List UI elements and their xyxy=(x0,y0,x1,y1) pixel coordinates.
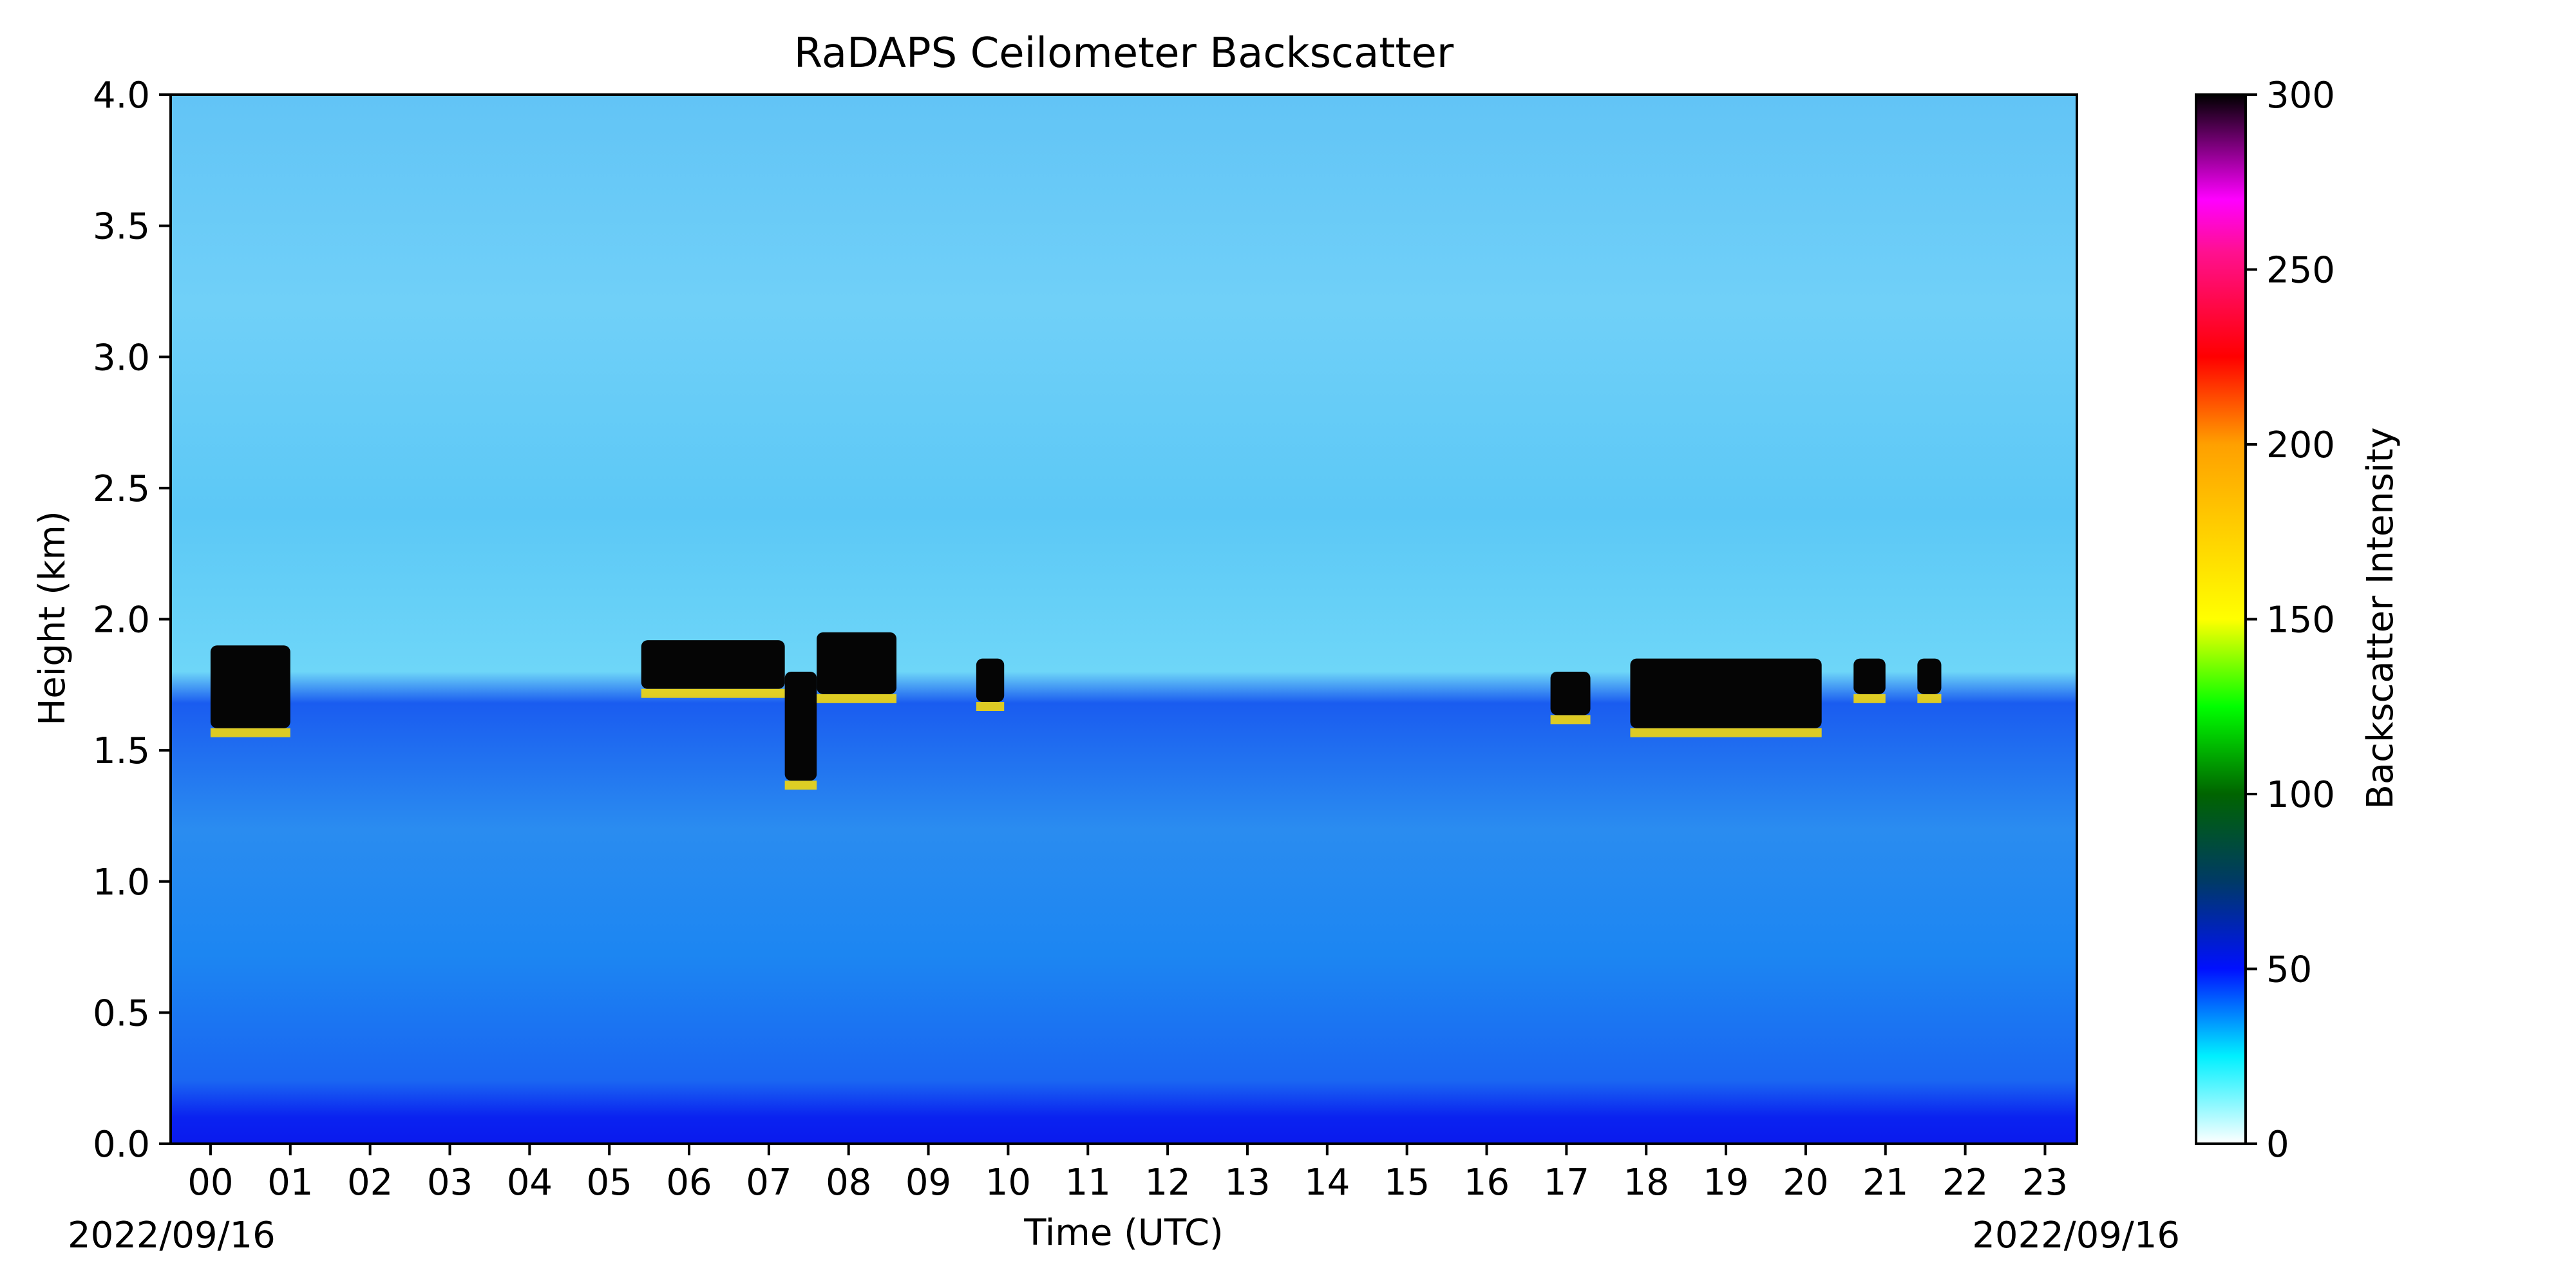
y-tick-label: 3.5 xyxy=(93,206,150,248)
cloud-feature-edge xyxy=(1550,715,1591,724)
cloud-feature-edge xyxy=(1630,728,1822,737)
cloud-feature-edge xyxy=(210,728,290,737)
cloud-feature xyxy=(784,671,817,781)
x-tick-label: 19 xyxy=(1703,1162,1748,1204)
cloud-feature xyxy=(1917,658,1942,694)
colorbar-ticks: 0 50 100 150 200 250 300 xyxy=(2246,75,2335,1166)
cloud-feature xyxy=(210,645,290,728)
y-axis-label: Height (km) xyxy=(32,511,73,726)
x-tick-label: 18 xyxy=(1624,1162,1669,1204)
x-tick-label: 01 xyxy=(267,1162,313,1204)
colorbar-tick-label: 150 xyxy=(2266,600,2335,641)
x-tick-label: 04 xyxy=(507,1162,553,1204)
x-tick-label: 00 xyxy=(187,1162,233,1204)
x-tick-label: 03 xyxy=(427,1162,473,1204)
x-tick-label: 09 xyxy=(905,1162,951,1204)
x-tick-label: 22 xyxy=(1942,1162,1988,1204)
colorbar-tick-label: 100 xyxy=(2266,774,2335,816)
heatmap-features xyxy=(210,632,1942,790)
x-tick-label: 17 xyxy=(1544,1162,1589,1204)
x-tick-label: 07 xyxy=(746,1162,791,1204)
colorbar-tick-label: 300 xyxy=(2266,75,2335,117)
cloud-feature xyxy=(817,632,897,694)
cloud-feature xyxy=(641,640,785,689)
cloud-feature xyxy=(976,658,1005,703)
y-tick-label: 0.5 xyxy=(93,992,150,1034)
cloud-feature-edge xyxy=(1917,694,1942,703)
x-tick-label: 02 xyxy=(347,1162,393,1204)
y-tick-label: 1.5 xyxy=(93,730,150,772)
cloud-feature-edge xyxy=(784,781,817,790)
x-tick-label: 08 xyxy=(826,1162,871,1204)
y-tick-label: 3.0 xyxy=(93,337,150,379)
x-tick-label: 21 xyxy=(1862,1162,1908,1204)
colorbar: 0 50 100 150 200 250 300 Backscatter Intensity xyxy=(2195,75,2401,1166)
cloud-feature-edge xyxy=(1853,694,1886,703)
cloud-feature-edge xyxy=(976,702,1005,712)
colorbar-tick-label: 200 xyxy=(2266,424,2335,466)
cloud-feature xyxy=(1853,658,1886,694)
heatmap-background xyxy=(171,95,2077,1144)
colorbar-tick-label: 50 xyxy=(2266,949,2312,991)
colorbar-gradient xyxy=(2195,93,2247,1145)
y-axis: 0.0 0.5 1.0 1.5 2.0 2.5 3.0 3.5 4.0 xyxy=(93,75,171,1166)
x-tick-label: 12 xyxy=(1144,1162,1190,1204)
x-axis-label: Time (UTC) xyxy=(1023,1212,1224,1254)
x-tick-label: 15 xyxy=(1384,1162,1430,1204)
cloud-feature-edge xyxy=(817,694,897,703)
plot-area xyxy=(171,95,2077,1144)
cloud-feature xyxy=(1550,671,1591,715)
colorbar-label: Backscatter Intensity xyxy=(2360,427,2401,809)
colorbar-tick-label: 0 xyxy=(2266,1124,2289,1166)
y-tick-label: 0.0 xyxy=(93,1124,150,1166)
x-tick-label: 10 xyxy=(985,1162,1031,1204)
cloud-feature xyxy=(1630,658,1822,728)
colorbar-tick-label: 250 xyxy=(2266,250,2335,292)
x-axis: 00 01 02 03 04 05 06 07 08 09 10 11 12 13 14 15 16 17 18 19… xyxy=(187,1144,2068,1204)
y-tick-label: 2.0 xyxy=(93,600,150,641)
x-tick-label: 20 xyxy=(1783,1162,1828,1204)
x-tick-label: 13 xyxy=(1224,1162,1270,1204)
y-tick-label: 2.5 xyxy=(93,468,150,510)
x-end-date-label: 2022/09/16 xyxy=(1972,1215,2180,1256)
chart-title: RaDAPS Ceilometer Backscatter xyxy=(794,30,1454,77)
x-start-date-label: 2022/09/16 xyxy=(68,1215,276,1256)
x-tick-label: 06 xyxy=(666,1162,712,1204)
x-tick-label: 05 xyxy=(587,1162,632,1204)
x-tick-label: 23 xyxy=(2022,1162,2068,1204)
y-tick-label: 4.0 xyxy=(93,75,150,117)
x-tick-label: 14 xyxy=(1304,1162,1350,1204)
cloud-feature-edge xyxy=(641,688,785,698)
x-tick-label: 16 xyxy=(1464,1162,1510,1204)
x-tick-label: 11 xyxy=(1065,1162,1111,1204)
y-tick-label: 1.0 xyxy=(93,862,150,904)
